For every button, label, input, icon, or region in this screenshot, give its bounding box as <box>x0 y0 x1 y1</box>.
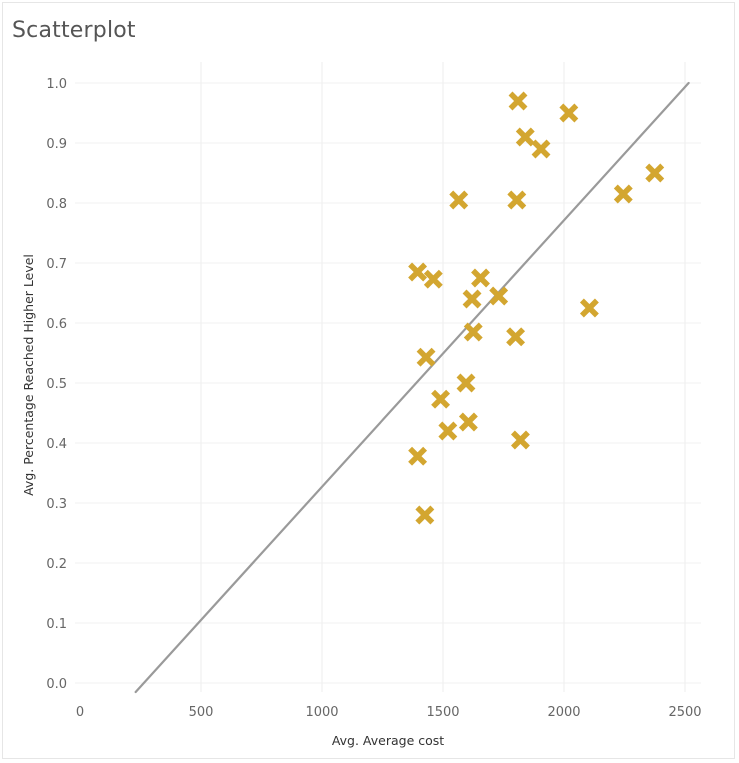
y-axis-ticks: 0.0 0.1 0.2 0.3 0.4 0.5 0.6 0.7 0.8 0.9 1.0 <box>46 77 67 692</box>
x-marker <box>449 190 469 210</box>
data-point[interactable] <box>416 347 436 367</box>
trend-line-layer <box>134 81 690 694</box>
data-point[interactable] <box>559 103 579 123</box>
y-tick-label: 0.7 <box>46 257 67 272</box>
data-point[interactable] <box>515 127 535 147</box>
data-point[interactable] <box>463 322 483 342</box>
data-point[interactable] <box>579 298 599 318</box>
y-tick-label: 0.9 <box>46 137 67 152</box>
y-tick-label: 0.0 <box>46 677 67 692</box>
x-marker <box>423 269 443 289</box>
data-point[interactable] <box>408 262 428 282</box>
data-point[interactable] <box>415 505 435 525</box>
y-tick-label: 0.4 <box>46 437 67 452</box>
y-tick-label: 0.3 <box>46 497 67 512</box>
data-point[interactable] <box>408 446 428 466</box>
x-tick-label: 500 <box>189 705 214 720</box>
data-point[interactable] <box>531 139 551 159</box>
x-marker <box>408 262 428 282</box>
data-point[interactable] <box>471 268 490 288</box>
data-point[interactable] <box>645 163 665 183</box>
y-tick-label: 0.6 <box>46 317 67 332</box>
grid <box>75 62 701 692</box>
x-marker <box>471 268 490 288</box>
data-point[interactable] <box>506 327 526 347</box>
x-marker <box>416 347 436 367</box>
x-marker <box>458 412 478 432</box>
x-tick-label: 1000 <box>305 705 338 720</box>
x-marker <box>507 190 527 210</box>
data-point[interactable] <box>438 421 458 441</box>
data-point[interactable] <box>507 190 527 210</box>
y-tick-label: 0.1 <box>46 617 67 632</box>
x-marker <box>506 327 526 347</box>
x-marker <box>613 184 633 204</box>
x-axis-ticks: 0 500 1000 1500 2000 2500 <box>76 705 702 720</box>
x-marker <box>463 322 483 342</box>
y-tick-label: 0.2 <box>46 557 67 572</box>
data-point[interactable] <box>508 91 528 111</box>
data-point[interactable] <box>456 373 476 393</box>
x-marker <box>408 446 428 466</box>
chart-title: Scatterplot <box>12 18 136 43</box>
x-marker <box>438 421 458 441</box>
x-marker <box>431 389 451 409</box>
data-point[interactable] <box>510 430 530 450</box>
x-marker <box>415 505 435 525</box>
x-marker <box>456 373 476 393</box>
x-marker <box>515 127 535 147</box>
trend-line <box>134 81 690 694</box>
y-tick-label: 0.8 <box>46 197 67 212</box>
x-marker <box>510 430 530 450</box>
x-marker <box>462 289 482 309</box>
x-marker <box>531 139 551 159</box>
data-point[interactable] <box>431 389 451 409</box>
x-marker <box>559 103 579 123</box>
x-marker <box>645 163 665 183</box>
x-tick-label: 2500 <box>668 705 701 720</box>
data-point[interactable] <box>458 412 478 432</box>
data-point[interactable] <box>449 190 469 210</box>
x-marker <box>508 91 528 111</box>
x-tick-label: 2000 <box>547 705 580 720</box>
y-tick-label: 0.5 <box>46 377 67 392</box>
y-tick-label: 1.0 <box>46 77 67 92</box>
x-marker <box>489 286 509 306</box>
data-point[interactable] <box>613 184 633 204</box>
x-tick-label: 0 <box>76 705 84 720</box>
x-axis-title: Avg. Average cost <box>332 733 444 748</box>
x-marker <box>579 298 599 318</box>
data-point[interactable] <box>462 289 482 309</box>
y-axis-title: Avg. Percentage Reached Higher Level <box>21 254 36 496</box>
x-tick-label: 1500 <box>426 705 459 720</box>
points-layer <box>408 91 665 525</box>
data-point[interactable] <box>423 269 443 289</box>
data-point[interactable] <box>489 286 509 306</box>
